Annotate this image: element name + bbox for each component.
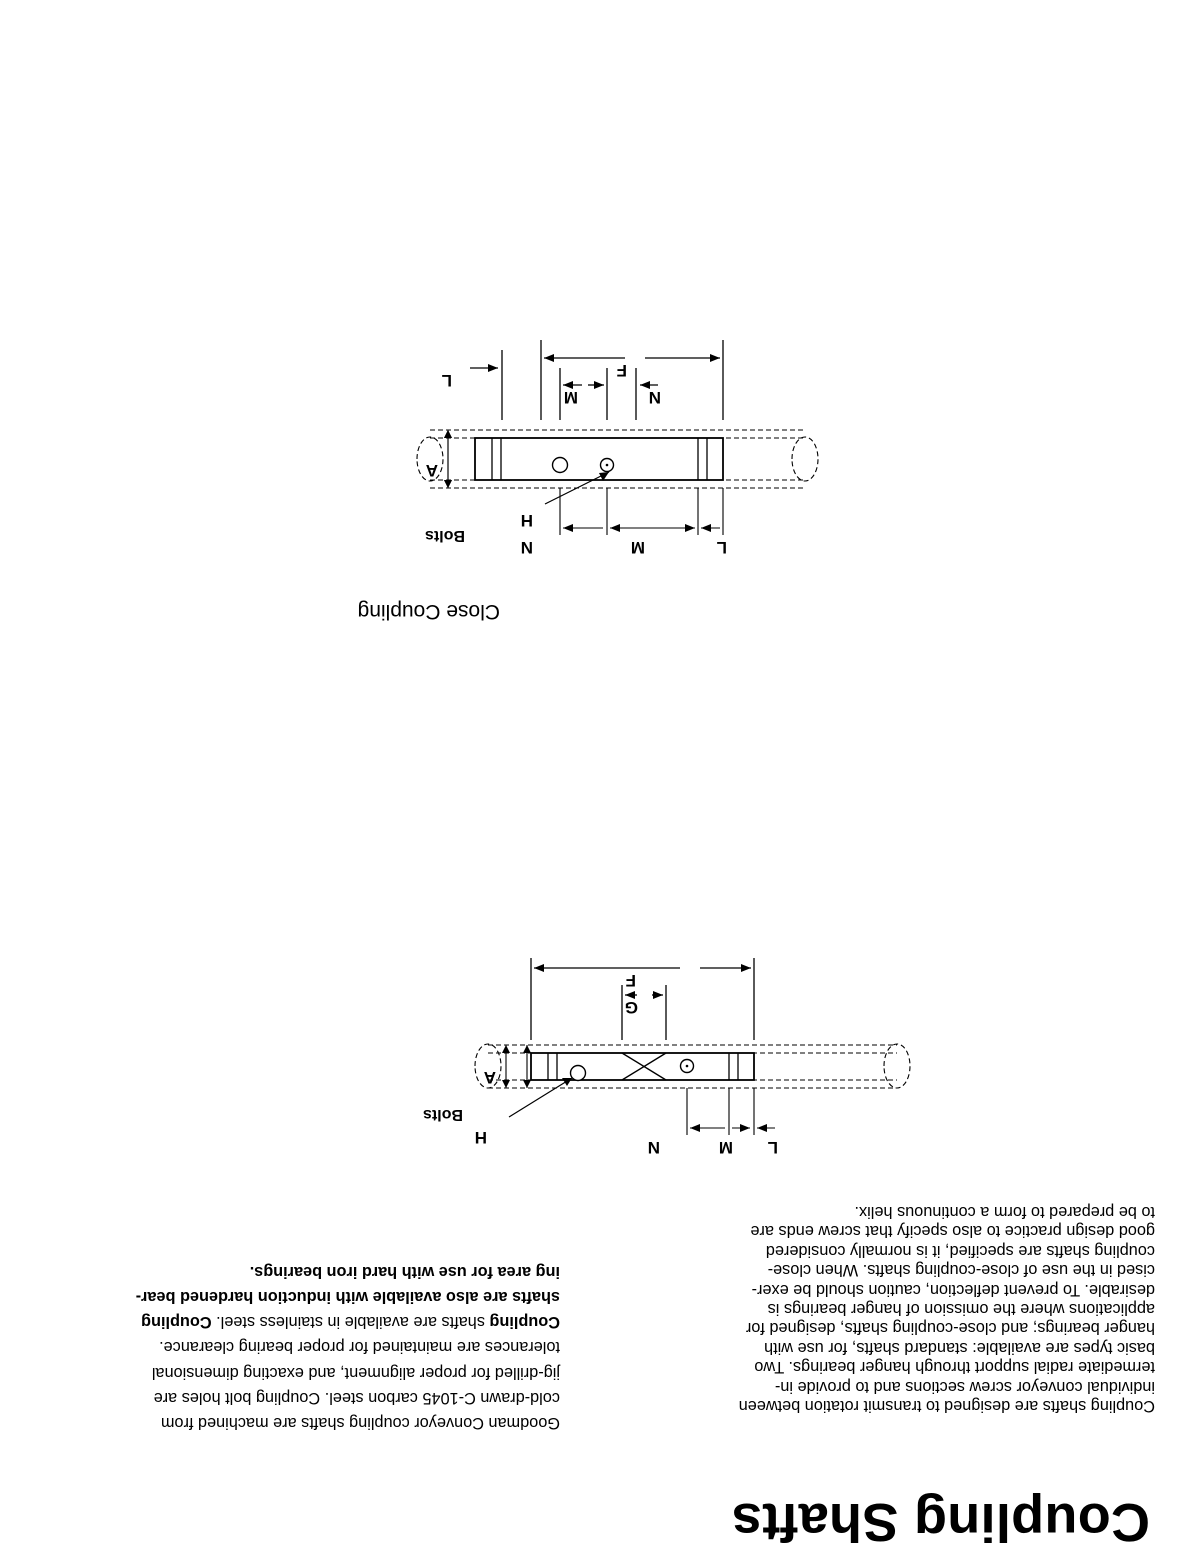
svg-text:M: M bbox=[631, 538, 645, 557]
svg-text:F: F bbox=[626, 971, 636, 990]
svg-text:N: N bbox=[521, 538, 533, 557]
svg-text:F: F bbox=[617, 361, 627, 380]
svg-text:G: G bbox=[625, 998, 638, 1017]
svg-text:Bolts: Bolts bbox=[423, 1106, 463, 1123]
svg-text:N: N bbox=[649, 388, 661, 407]
svg-text:Close Coupling: Close Coupling bbox=[358, 600, 500, 623]
svg-text:L: L bbox=[768, 1138, 778, 1157]
svg-text:H: H bbox=[475, 1128, 487, 1147]
svg-text:A: A bbox=[426, 461, 438, 480]
svg-text:L: L bbox=[442, 371, 452, 390]
svg-text:A: A bbox=[484, 1068, 496, 1087]
svg-text:H: H bbox=[521, 511, 533, 530]
svg-text:Bolts: Bolts bbox=[425, 527, 465, 544]
svg-text:M: M bbox=[719, 1138, 733, 1157]
svg-text:L: L bbox=[717, 538, 727, 557]
svg-text:M: M bbox=[564, 388, 578, 407]
svg-text:N: N bbox=[648, 1138, 660, 1157]
